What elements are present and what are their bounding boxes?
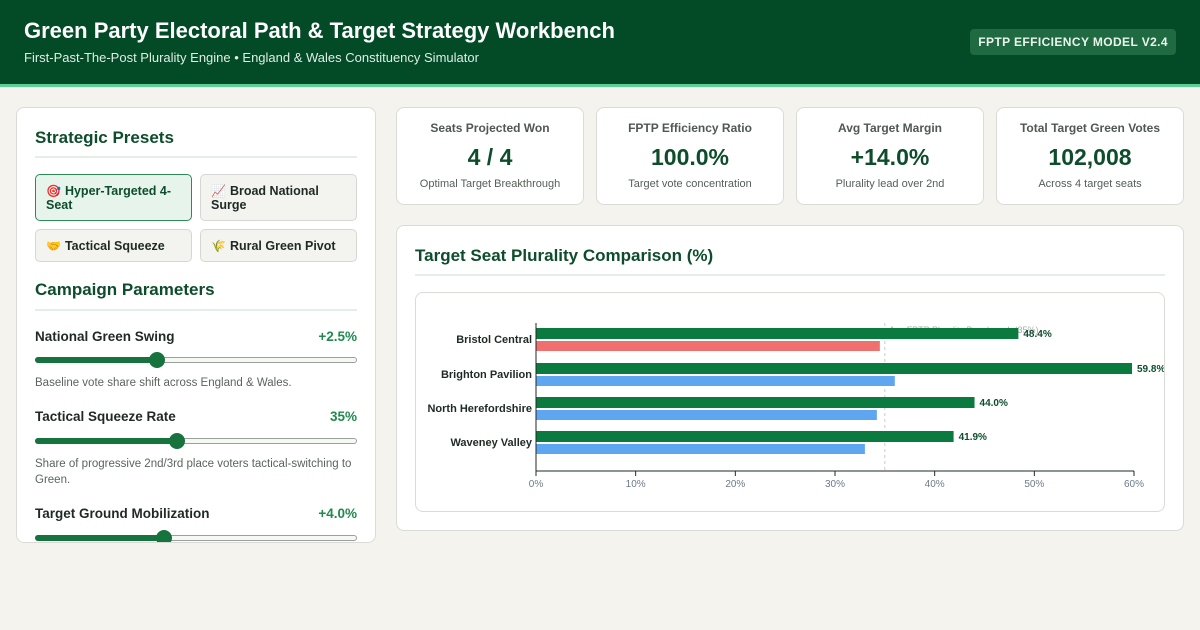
kpi-value: 4 / 4 bbox=[467, 144, 513, 170]
kpi-avg-margin-card: Avg Target Margin +14.0% Plurality lead … bbox=[796, 107, 984, 205]
slider-fill bbox=[35, 535, 164, 541]
x-tick-label: 20% bbox=[725, 479, 745, 490]
preset-label: 🤝 Tactical Squeeze bbox=[46, 238, 165, 253]
kpi-note: Plurality lead over 2nd bbox=[835, 178, 945, 190]
x-tick-label: 50% bbox=[1024, 479, 1044, 490]
slider-thumb[interactable] bbox=[168, 433, 185, 449]
data-label: 48.4% bbox=[1023, 329, 1051, 340]
kpi-value: +14.0% bbox=[850, 144, 930, 170]
tactical-squeeze-slider[interactable] bbox=[35, 433, 357, 449]
chart-title: Target Seat Plurality Comparison (%) bbox=[415, 246, 714, 265]
chart-panel: Target Seat Plurality Comparison (%) Avg… bbox=[396, 225, 1184, 531]
ground-mobilization-label: Target Ground Mobilization bbox=[35, 506, 210, 521]
green-bar bbox=[536, 431, 954, 442]
ground-mobilization-slider[interactable] bbox=[35, 530, 357, 542]
x-tick-label: 0% bbox=[529, 479, 544, 490]
kpi-label: Total Target Green Votes bbox=[1019, 121, 1161, 135]
wheat-icon: 🌾 bbox=[211, 238, 226, 253]
category-label: Brighton Pavilion bbox=[441, 369, 532, 381]
data-label: 44.0% bbox=[980, 398, 1008, 409]
control-panel: Strategic Presets 🎯 Hyper-Targeted 4-Seat… bbox=[16, 107, 376, 543]
x-tick-label: 60% bbox=[1124, 479, 1144, 490]
x-tick-label: 40% bbox=[925, 479, 945, 490]
runner-up-bar bbox=[536, 341, 880, 351]
national-swing-label: National Green Swing bbox=[35, 329, 175, 344]
app-subtitle: First-Past-The-Post Plurality Engine • E… bbox=[24, 50, 479, 65]
runner-up-bar bbox=[536, 410, 877, 420]
parameters-title: Campaign Parameters bbox=[35, 280, 215, 299]
kpi-note: Across 4 target seats bbox=[1038, 178, 1142, 190]
preset-hyper-targeted-button[interactable]: 🎯 Hyper-Targeted 4-Seat bbox=[35, 174, 192, 221]
tactical-squeeze-description: Share of progressive 2nd/3rd place voter… bbox=[35, 458, 352, 486]
preset-label: 🌾 Rural Green Pivot bbox=[211, 238, 336, 253]
kpi-note: Optimal Target Breakthrough bbox=[419, 178, 561, 190]
kpi-seats-won-card: Seats Projected Won 4 / 4 Optimal Target… bbox=[396, 107, 584, 205]
preset-tactical-squeeze-button[interactable]: 🤝 Tactical Squeeze bbox=[35, 229, 192, 262]
tactical-squeeze-value: 35% bbox=[329, 409, 357, 424]
slider-fill bbox=[35, 357, 158, 363]
preset-label: 📈 Broad National Surge bbox=[211, 183, 319, 212]
category-label: North Herefordshire bbox=[427, 403, 532, 415]
kpi-note: Target vote concentration bbox=[628, 178, 752, 190]
model-version-badge: FPTP EFFICIENCY MODEL V2.4 bbox=[970, 29, 1176, 55]
national-swing-description: Baseline vote share shift across England… bbox=[35, 377, 292, 389]
handshake-icon: 🤝 bbox=[46, 238, 61, 253]
target-icon: 🎯 bbox=[46, 183, 61, 198]
data-label: 41.9% bbox=[959, 432, 987, 443]
national-swing-slider[interactable] bbox=[35, 352, 357, 368]
slider-fill bbox=[35, 438, 177, 444]
slider-thumb[interactable] bbox=[155, 530, 172, 542]
chart-container: Avg FPTP Plurality Benchmark (35%)Bristo… bbox=[415, 292, 1165, 512]
plurality-bar-chart: Avg FPTP Plurality Benchmark (35%)Bristo… bbox=[427, 323, 1165, 490]
app-title: Green Party Electoral Path & Target Stra… bbox=[24, 18, 615, 43]
kpi-label: FPTP Efficiency Ratio bbox=[628, 121, 752, 135]
category-label: Waveney Valley bbox=[450, 437, 532, 449]
green-bar bbox=[536, 363, 1133, 374]
presets-divider bbox=[35, 156, 357, 158]
preset-rural-green-button[interactable]: 🌾 Rural Green Pivot bbox=[200, 229, 357, 262]
chart-divider bbox=[415, 274, 1165, 276]
data-label: 59.8% bbox=[1137, 364, 1165, 375]
slider-thumb[interactable] bbox=[149, 352, 166, 368]
kpi-label: Avg Target Margin bbox=[837, 121, 942, 135]
kpi-total-votes-card: Total Target Green Votes 102,008 Across … bbox=[996, 107, 1184, 205]
chart-up-icon: 📈 bbox=[211, 183, 226, 198]
kpi-label: Seats Projected Won bbox=[430, 121, 550, 135]
green-bar bbox=[536, 328, 1019, 339]
kpi-efficiency-ratio-card: FPTP Efficiency Ratio 100.0% Target vote… bbox=[596, 107, 784, 205]
x-tick-label: 30% bbox=[825, 479, 845, 490]
kpi-value: 100.0% bbox=[650, 144, 729, 170]
runner-up-bar bbox=[536, 376, 895, 386]
parameters-divider bbox=[35, 309, 357, 311]
ground-mobilization-value: +4.0% bbox=[318, 506, 357, 521]
app-header: Green Party Electoral Path & Target Stra… bbox=[0, 0, 1200, 84]
tactical-squeeze-label: Tactical Squeeze Rate bbox=[35, 409, 176, 424]
x-tick-label: 10% bbox=[626, 479, 646, 490]
header-accent-bar bbox=[0, 84, 1200, 87]
category-label: Bristol Central bbox=[456, 334, 532, 346]
national-swing-value: +2.5% bbox=[318, 329, 357, 344]
preset-broad-national-button[interactable]: 📈 Broad National Surge bbox=[200, 174, 357, 221]
presets-title: Strategic Presets bbox=[35, 128, 174, 147]
green-bar bbox=[536, 397, 975, 408]
preset-label: 🎯 Hyper-Targeted 4-Seat bbox=[46, 183, 171, 212]
kpi-value: 102,008 bbox=[1048, 144, 1132, 170]
runner-up-bar bbox=[536, 444, 865, 454]
